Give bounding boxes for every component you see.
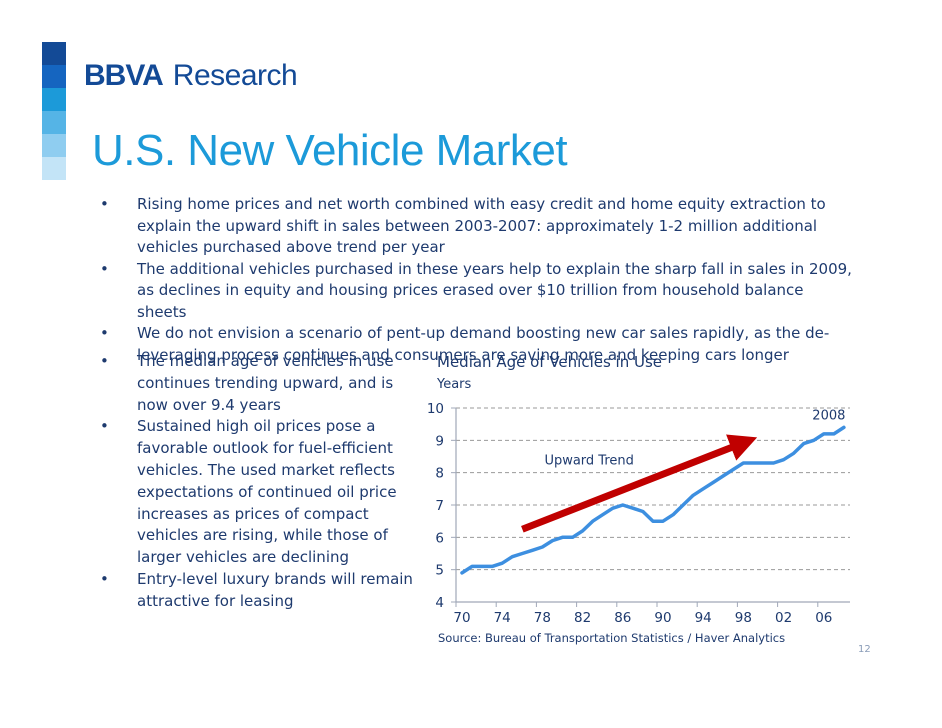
brand-sub-text: Research: [172, 59, 298, 92]
y-tick-label: 9: [435, 433, 444, 449]
x-tick-label: 02: [775, 610, 792, 626]
brand-color-block: [42, 134, 66, 157]
y-tick-label: 6: [435, 530, 444, 546]
brand-logo: BBVA Research: [84, 58, 298, 93]
bullet-item: • Rising home prices and net worth combin…: [96, 194, 856, 259]
bullet-item: • Entry-level luxury brands will remain a…: [96, 569, 416, 613]
x-tick-label: 70: [453, 610, 470, 626]
bullet-item: • We do not envision a scenario of pent-u…: [96, 323, 856, 366]
bullet-text: The median age of vehicles in use contin…: [137, 352, 394, 414]
y-tick-label: 7: [435, 498, 444, 514]
y-tick-label: 10: [427, 401, 444, 417]
bullet-item: • Sustained high oil prices pose a favora…: [96, 416, 416, 569]
bullet-item: • The median age of vehicles in use conti…: [96, 351, 416, 416]
bullet-text: Entry-level luxury brands will remain at…: [137, 569, 413, 610]
brand-color-bar: [42, 42, 66, 180]
bullet-marker: •: [100, 352, 109, 370]
bullet-marker: •: [100, 417, 109, 436]
x-tick-label: 06: [815, 610, 832, 626]
chart-source: Source: Bureau of Transportation Statist…: [438, 631, 786, 645]
x-tick-label: 94: [695, 610, 712, 626]
y-tick-label: 5: [435, 563, 444, 579]
trend-label: Upward Trend: [544, 454, 633, 469]
x-tick-label: 74: [494, 610, 511, 626]
bullet-text: Rising home prices and net worth combine…: [137, 195, 826, 256]
x-tick-label: 90: [654, 610, 671, 626]
x-tick-label: 82: [574, 610, 591, 626]
x-tick-label: 86: [614, 610, 631, 626]
brand-color-block: [42, 88, 66, 111]
brand-color-block: [42, 157, 66, 180]
chart-y-unit: Years: [437, 377, 472, 392]
bullet-marker: •: [100, 259, 109, 278]
bullet-marker: •: [100, 195, 109, 213]
bullet-marker: •: [100, 569, 109, 588]
bullet-text: Sustained high oil prices pose a favorab…: [137, 417, 397, 567]
brand-color-block: [42, 42, 66, 65]
slide-title: U.S. New Vehicle Market: [92, 126, 568, 175]
bullet-item: • The additional vehicles purchased in th…: [96, 259, 856, 324]
brand-logo-text: BBVA: [84, 59, 164, 92]
bullet-marker: •: [100, 324, 109, 342]
brand-color-block: [42, 65, 66, 88]
x-tick-label: 78: [534, 610, 551, 626]
x-tick-label: 98: [735, 610, 752, 626]
top-bullet-list: • Rising home prices and net worth combin…: [96, 194, 856, 366]
y-tick-label: 8: [435, 466, 444, 482]
y-tick-label: 4: [435, 595, 444, 611]
chart-title: Median Age of Vehicles in Use: [437, 353, 663, 371]
trend-arrow: [521, 434, 758, 533]
brand-color-block: [42, 111, 66, 134]
page-number: 12: [858, 644, 871, 655]
left-bullet-list: • The median age of vehicles in use conti…: [96, 351, 416, 613]
year-2008-label: 2008: [812, 408, 845, 423]
bullet-text: The additional vehicles purchased in the…: [137, 259, 852, 321]
bullet-text: We do not envision a scenario of pent-up…: [137, 324, 830, 364]
median-age-line: [460, 425, 846, 575]
